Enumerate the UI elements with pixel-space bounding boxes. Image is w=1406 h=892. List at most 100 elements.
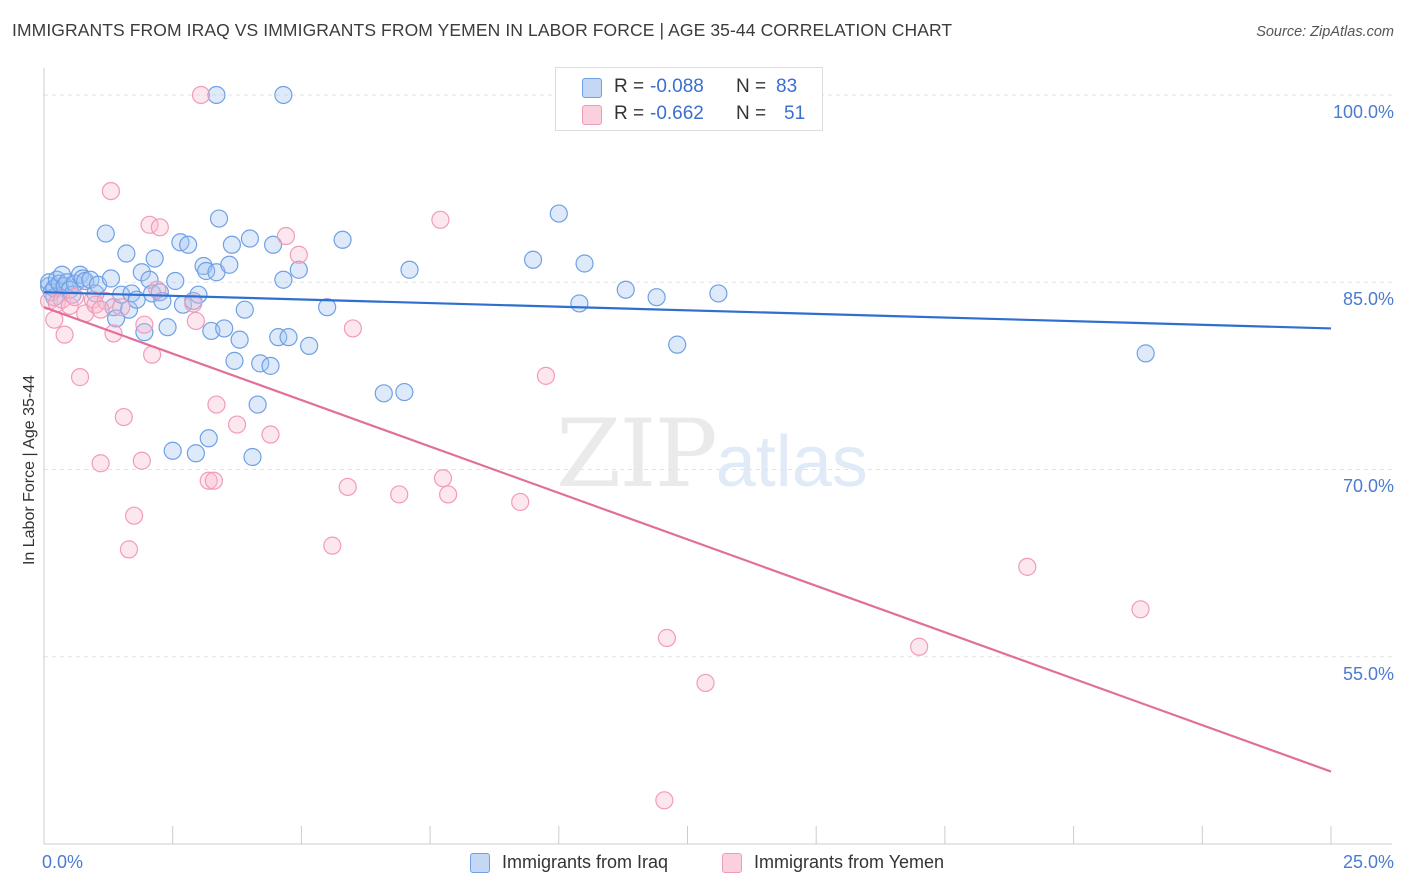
yemen-point bbox=[91, 300, 110, 319]
r-value: -0.662 bbox=[650, 103, 704, 124]
yemen-point bbox=[148, 280, 167, 299]
iraq-point bbox=[158, 318, 177, 337]
iraq-point bbox=[274, 85, 293, 105]
iraq-swatch bbox=[582, 78, 602, 98]
iraq-point bbox=[523, 250, 543, 269]
x-tick-label-min: 0.0% bbox=[42, 852, 84, 872]
iraq-point bbox=[189, 285, 208, 304]
iraq-point bbox=[668, 335, 687, 354]
y-tick-label: 70.0% bbox=[1342, 476, 1394, 497]
iraq-point bbox=[209, 209, 229, 228]
iraq-point bbox=[186, 444, 205, 463]
yemen-swatch bbox=[582, 105, 602, 125]
yemen-point bbox=[124, 506, 144, 525]
yemen-point bbox=[199, 471, 218, 490]
iraq-point bbox=[163, 441, 182, 460]
iraq-point bbox=[647, 288, 666, 307]
iraq-point bbox=[248, 395, 267, 414]
iraq-point bbox=[261, 356, 280, 375]
iraq-point bbox=[140, 270, 159, 289]
yemen-point bbox=[60, 296, 79, 316]
iraq-point bbox=[179, 235, 198, 254]
n-label: N = bbox=[736, 103, 767, 124]
yemen-point bbox=[184, 294, 203, 313]
yemen-point bbox=[655, 791, 674, 810]
yemen-point bbox=[150, 218, 169, 237]
iraq-trend-line bbox=[43, 291, 1332, 330]
yemen-point bbox=[112, 298, 131, 317]
iraq-point bbox=[374, 384, 393, 403]
yemen-point bbox=[343, 319, 362, 338]
yemen-point bbox=[119, 540, 139, 559]
yemen-point bbox=[536, 366, 556, 385]
iraq-point bbox=[220, 255, 239, 274]
source-label: Source: ZipAtlas.com bbox=[1256, 24, 1394, 40]
iraq-point bbox=[145, 249, 164, 268]
yemen-point bbox=[261, 425, 280, 444]
iraq-point bbox=[235, 300, 254, 319]
iraq-point bbox=[117, 244, 136, 263]
iraq-point bbox=[570, 294, 589, 313]
iraq-point bbox=[166, 271, 185, 291]
yemen-point bbox=[86, 295, 105, 314]
iraq-point bbox=[132, 263, 151, 282]
yemen-point bbox=[1131, 600, 1150, 619]
iraq-point bbox=[575, 254, 594, 273]
iraq-point bbox=[279, 328, 298, 347]
yemen-point bbox=[135, 315, 154, 334]
iraq-point bbox=[135, 323, 154, 342]
yemen-point bbox=[338, 477, 357, 497]
iraq-point bbox=[225, 351, 244, 370]
yemen-point bbox=[1018, 557, 1037, 576]
yemen-point bbox=[511, 492, 530, 512]
iraq-point bbox=[215, 319, 234, 338]
yemen-swatch bbox=[722, 853, 742, 873]
stats-legend: R = -0.088 N = 83 R = -0.662 N = 51 bbox=[555, 67, 823, 131]
yemen-point bbox=[132, 451, 151, 470]
iraq-point bbox=[101, 269, 121, 288]
iraq-point bbox=[318, 298, 337, 317]
yemen-point bbox=[289, 245, 308, 264]
yemen-point bbox=[207, 395, 226, 414]
y-tick-label: 100.0% bbox=[1332, 101, 1394, 122]
iraq-point bbox=[549, 204, 568, 223]
yemen-point bbox=[227, 415, 247, 434]
yemen-point bbox=[114, 407, 133, 427]
iraq-point bbox=[400, 260, 419, 279]
iraq-point bbox=[240, 229, 260, 248]
iraq-point bbox=[106, 309, 126, 328]
yemen-point bbox=[696, 673, 715, 693]
iraq-point bbox=[230, 330, 249, 349]
iraq-point bbox=[300, 336, 319, 355]
yemen-point bbox=[83, 290, 103, 309]
yemen-point bbox=[390, 485, 409, 504]
iraq-point bbox=[269, 328, 288, 347]
yemen-point bbox=[186, 311, 205, 331]
watermark: ZIPatlas bbox=[556, 400, 868, 509]
legend-label: Immigrants from Iraq bbox=[502, 852, 669, 872]
iraq-point bbox=[63, 285, 82, 304]
yemen-point bbox=[657, 628, 677, 648]
iraq-point bbox=[222, 235, 242, 254]
n-value: 83 bbox=[776, 76, 798, 97]
chart-title: IMMIGRANTS FROM IRAQ VS IMMIGRANTS FROM … bbox=[12, 20, 953, 40]
x-tick-label-max: 25.0% bbox=[1342, 852, 1394, 872]
yemen-point bbox=[323, 536, 342, 555]
yemen-point bbox=[91, 454, 110, 473]
iraq-point bbox=[199, 429, 218, 448]
stats-row-iraq: R = -0.088 N = 83 bbox=[556, 74, 820, 100]
yemen-point bbox=[431, 210, 450, 229]
iraq-point bbox=[207, 85, 226, 105]
iraq-point bbox=[243, 447, 262, 467]
iraq-swatch bbox=[470, 853, 490, 873]
yemen-point bbox=[65, 288, 84, 307]
r-value: -0.088 bbox=[650, 76, 704, 97]
iraq-point bbox=[395, 382, 414, 402]
r-label: R = bbox=[614, 103, 645, 124]
yemen-point bbox=[191, 85, 211, 105]
iraq-point bbox=[616, 280, 635, 299]
legend-label: Immigrants from Yemen bbox=[754, 852, 945, 872]
iraq-point bbox=[1136, 344, 1155, 363]
yemen-point bbox=[910, 637, 929, 656]
